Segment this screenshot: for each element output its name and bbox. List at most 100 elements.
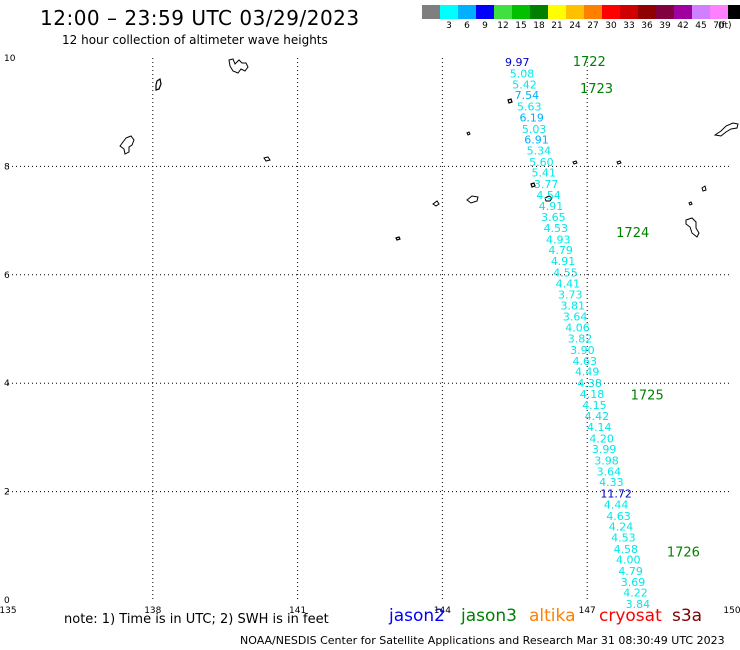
scale-label: 24 [569,21,581,31]
wave-height-label: 4.38 [577,377,602,390]
scale-swatch [638,5,656,19]
scale-swatch [584,5,602,19]
x-tick-label: 150 [723,606,740,616]
island-outline [228,58,249,74]
wave-height-label: 6.91 [524,134,549,147]
island-outline [544,195,553,202]
legend-altika: altika [529,606,576,626]
wave-height-label: 4.24 [609,521,634,534]
wave-height-label: 4.91 [539,200,564,213]
scale-label: 33 [623,21,635,31]
scale-label: 15 [515,21,527,31]
wave-height-label: 4.79 [548,244,573,257]
island-outline [155,78,162,91]
wave-height-label: 5.34 [527,144,552,157]
scale-swatch [440,5,458,19]
scale-swatch [422,5,440,19]
wave-height-label: 4.14 [587,421,612,434]
wave-height-points: 9.975.085.427.545.636.195.036.915.345.60… [505,56,650,611]
island-outline [530,182,536,188]
wave-height-label: 4.33 [599,476,624,489]
scale-label: 30 [605,21,617,31]
wave-height-label: 9.97 [505,56,530,69]
legend-cryosat: cryosat [599,606,662,626]
island-outlines [119,58,739,241]
x-tick-label: 138 [144,606,161,616]
wave-height-label: 3.98 [594,455,619,468]
island-outline [507,98,513,104]
wave-height-label: 5.63 [517,101,542,114]
pass-number-label: 1724 [616,226,649,241]
grid-lines [8,58,732,600]
wave-height-label: 3.82 [568,333,593,346]
legend-jason3: jason3 [461,606,517,626]
scale-label: 70 [713,21,725,31]
x-tick-label: 135 [0,606,17,616]
scale-swatch [710,5,728,19]
scale-label: 27 [587,21,599,31]
wave-height-label: 4.15 [582,399,607,412]
page-title: 12:00 – 23:59 UTC 03/29/2023 [40,6,360,30]
pass-number-label: 1725 [631,388,664,403]
island-outline [572,160,578,165]
scale-label: 3 [446,21,452,31]
scale-label: 9 [482,21,488,31]
scale-swatch [548,5,566,19]
wave-height-label: 4.93 [546,233,571,246]
y-tick-label: 10 [4,54,16,64]
wave-height-label: 4.91 [551,255,576,268]
wave-height-label: 3.77 [534,178,559,191]
scale-label: 18 [533,21,545,31]
scale-swatch [458,5,476,19]
island-outline [395,236,401,241]
wave-height-label: 4.79 [618,565,643,578]
wave-height-label: 4.42 [585,410,610,423]
wave-height-label: 4.18 [580,388,605,401]
wave-height-label: 7.54 [515,89,540,102]
color-scale-unit: (ft) [718,21,732,31]
island-outline [119,135,135,155]
scale-swatch [692,5,710,19]
x-tick-label: 141 [289,606,306,616]
y-tick-label: 0 [4,596,10,606]
island-outline [701,185,707,192]
wave-height-label: 4.53 [544,222,569,235]
island-outline [616,160,622,165]
legend-jason2: jason2 [389,606,445,626]
wave-height-label: 4.00 [616,554,641,567]
scale-label: 45 [695,21,707,31]
scale-label: 12 [497,21,509,31]
footer-credit: NOAA/NESDIS Center for Satellite Applica… [240,634,725,647]
island-outline [432,200,440,207]
pass-number-label: 1726 [667,546,700,561]
wave-height-label: 4.55 [553,266,578,279]
page-subtitle: 12 hour collection of altimeter wave hei… [62,33,328,47]
wave-height-label: 6.19 [519,111,544,124]
scale-label: 42 [677,21,689,31]
scale-swatch [656,5,674,19]
wave-height-label: 3.64 [597,465,622,478]
wave-height-label: 4.41 [556,277,581,290]
wave-height-label: 3.99 [592,443,617,456]
color-scale-labels: 3 6 9 12 15 18 21 24 27 30 33 36 39 42 45 70 [422,21,740,31]
wave-height-label: 4.20 [589,432,614,445]
island-outline [263,156,271,162]
scale-swatch [620,5,638,19]
scale-label: 36 [641,21,653,31]
scale-swatch [566,5,584,19]
axis-tick-labels: 135 138 141 144 147 150 0 2 4 6 8 10 [0,54,740,616]
wave-height-label: 4.44 [604,498,629,511]
wave-height-label: 4.63 [573,355,598,368]
wave-height-label: 4.06 [565,322,590,335]
x-tick-label: 144 [434,606,451,616]
x-tick-label: 147 [579,606,596,616]
wave-height-label: 3.90 [570,344,595,357]
scale-swatch [530,5,548,19]
scale-swatch [494,5,512,19]
island-outline [466,131,471,136]
wave-height-label: 3.69 [621,576,646,589]
scale-label: 6 [464,21,470,31]
legend-s3a: s3a [672,606,703,626]
y-tick-label: 8 [4,162,10,172]
scale-swatch [674,5,692,19]
